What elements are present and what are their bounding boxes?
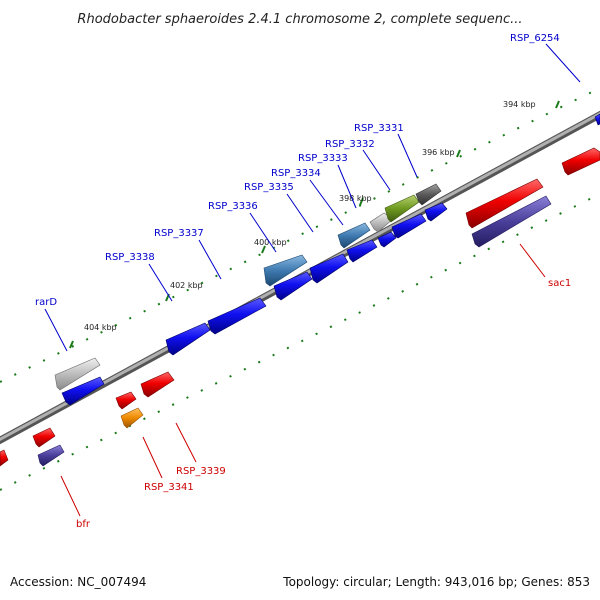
- gene-label-rsp-6254[interactable]: RSP_6254: [510, 33, 560, 44]
- gene-label-rsp-3331[interactable]: RSP_3331: [354, 123, 404, 134]
- gene-feature[interactable]: [165, 322, 211, 356]
- gene-label-rsp-3333[interactable]: RSP_3333: [298, 153, 348, 164]
- forward-gene-labels: RSP_6254 RSP_3331 RSP_3332 RSP_3333 RSP_…: [35, 33, 560, 308]
- gene-label-rsp-3335[interactable]: RSP_3335: [244, 182, 294, 193]
- accession-text: Accession: NC_007494: [10, 575, 147, 589]
- gene-feature[interactable]: [424, 202, 448, 222]
- gene-feature[interactable]: [115, 391, 137, 410]
- gene-feature[interactable]: [309, 253, 349, 284]
- gene-feature[interactable]: [415, 183, 442, 206]
- forward-label-leaders: [44, 43, 581, 352]
- inner-dot-track: [0, 87, 600, 383]
- kbp-tick: [456, 149, 461, 158]
- tick-tracks: [0, 87, 600, 491]
- gene-label-sac1[interactable]: sac1: [548, 278, 571, 289]
- gene-label-rsp-3338[interactable]: RSP_3338: [105, 252, 155, 263]
- kbp-tick: [359, 197, 364, 206]
- reverse-label-leaders: [60, 243, 546, 517]
- gene-feature[interactable]: [61, 376, 105, 406]
- gene-feature[interactable]: [263, 254, 308, 287]
- gene-feature[interactable]: [561, 147, 600, 176]
- kbp-label: 398 kbp: [339, 194, 372, 203]
- gene-feature[interactable]: [346, 239, 378, 263]
- gene-feature[interactable]: [37, 444, 65, 467]
- reverse-strand-features: [0, 147, 600, 467]
- kbp-ruler: 394 kbp 396 kbp 398 kbp 400 kbp 402 kbp …: [69, 100, 560, 349]
- gene-label-rsp-3337[interactable]: RSP_3337: [154, 228, 204, 239]
- gene-label-bfr[interactable]: bfr: [76, 519, 91, 530]
- gene-label-rard[interactable]: rarD: [35, 297, 57, 308]
- genome-stats-text: Topology: circular; Length: 943,016 bp; …: [283, 575, 590, 589]
- gene-feature[interactable]: [377, 231, 397, 248]
- gene-label-rsp-3332[interactable]: RSP_3332: [325, 139, 375, 150]
- outer-dot-track: [0, 193, 600, 491]
- kbp-label: 400 kbp: [254, 238, 287, 247]
- kbp-label: 394 kbp: [503, 100, 536, 109]
- kbp-label: 396 kbp: [422, 148, 455, 157]
- kbp-tick: [69, 340, 74, 349]
- gene-label-rsp-3339[interactable]: RSP_3339: [176, 466, 226, 477]
- gene-feature[interactable]: [594, 113, 600, 126]
- reverse-gene-labels: sac1 RSP_3339 RSP_3341 bfr: [76, 278, 571, 530]
- kbp-label: 402 kbp: [170, 281, 203, 290]
- gene-label-rsp-3334[interactable]: RSP_3334: [271, 168, 321, 179]
- gene-feature[interactable]: [471, 195, 552, 248]
- gene-label-rsp-3336[interactable]: RSP_3336: [208, 201, 258, 212]
- gene-feature[interactable]: [273, 271, 313, 301]
- gene-feature[interactable]: [32, 427, 56, 448]
- map-title: Rhodobacter sphaeroides 2.4.1 chromosome…: [77, 12, 522, 27]
- gene-feature[interactable]: [337, 222, 371, 249]
- forward-strand-features: [54, 113, 600, 406]
- gene-label-rsp-3341[interactable]: RSP_3341: [144, 482, 194, 493]
- kbp-tick: [555, 100, 560, 109]
- gene-feature[interactable]: [140, 371, 175, 398]
- gene-feature[interactable]: [391, 213, 427, 239]
- gene-feature[interactable]: [0, 449, 9, 467]
- gene-feature[interactable]: [369, 212, 394, 233]
- gene-feature[interactable]: [207, 297, 267, 335]
- gene-feature[interactable]: [384, 194, 420, 223]
- gene-feature[interactable]: [465, 178, 544, 229]
- gene-feature[interactable]: [54, 357, 101, 391]
- kbp-label: 404 kbp: [84, 323, 117, 332]
- kbp-tick: [261, 245, 266, 254]
- gene-feature[interactable]: [120, 407, 144, 429]
